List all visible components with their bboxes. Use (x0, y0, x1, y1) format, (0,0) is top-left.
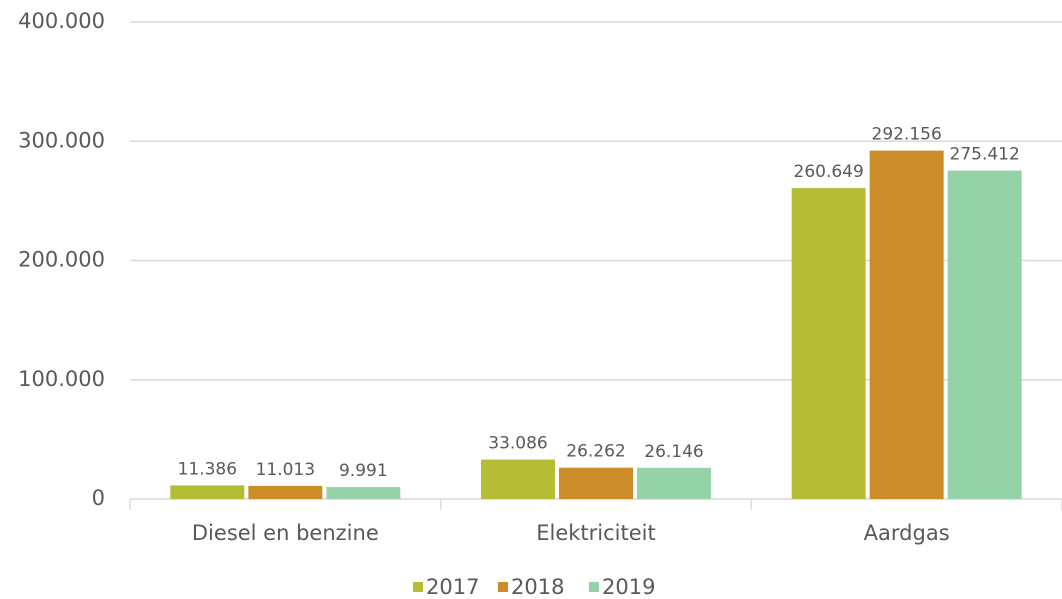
data-label: 275.412 (950, 145, 1020, 165)
data-label: 26.262 (566, 442, 625, 462)
y-tick-label: 200.000 (18, 248, 105, 272)
data-label: 260.649 (794, 162, 864, 182)
legend-label: 2017 (426, 575, 479, 599)
y-tick-label: 100.000 (18, 367, 105, 391)
bar (637, 467, 711, 499)
legend-label: 2018 (511, 575, 564, 599)
x-tick-label: Diesel en benzine (192, 521, 379, 545)
bar (481, 459, 555, 499)
bar (170, 485, 245, 499)
legend-swatch (498, 582, 508, 592)
data-label: 33.086 (488, 434, 547, 454)
y-tick-label: 0 (92, 486, 105, 510)
bar (326, 487, 401, 499)
bar (947, 170, 1022, 499)
legend-swatch (413, 582, 423, 592)
data-label: 292.156 (872, 125, 942, 145)
x-tick-label: Aardgas (864, 521, 950, 545)
x-tick-label: Elektriciteit (536, 521, 656, 545)
bar (791, 188, 866, 499)
data-label: 11.386 (178, 459, 237, 479)
bar (869, 150, 944, 499)
bar (559, 467, 633, 499)
legend-label: 2019 (602, 575, 655, 599)
legend-swatch (589, 582, 599, 592)
data-label: 9.991 (339, 461, 388, 481)
y-tick-label: 400.000 (18, 9, 105, 33)
bar (248, 485, 323, 499)
y-tick-label: 300.000 (18, 128, 105, 152)
data-label: 26.146 (644, 442, 703, 462)
data-label: 11.013 (256, 460, 315, 480)
